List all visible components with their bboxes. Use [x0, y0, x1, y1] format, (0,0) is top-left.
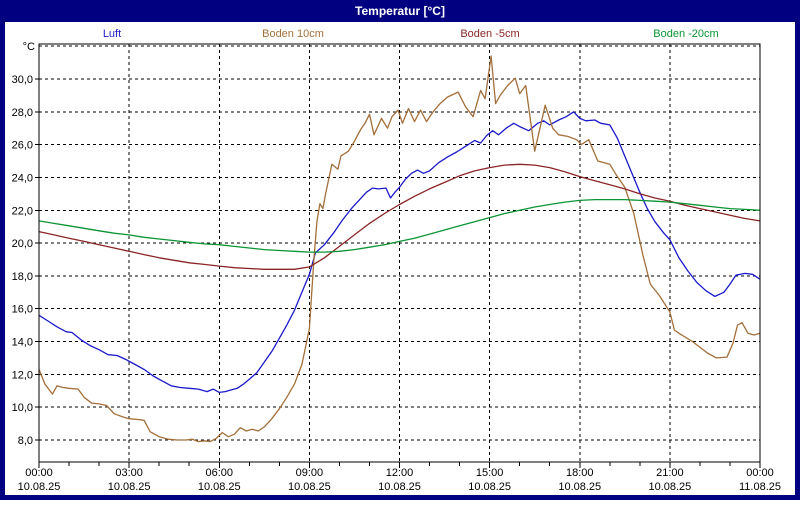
- y-tick-label: 18,0: [12, 271, 33, 283]
- legend-item-luft: Luft: [103, 28, 121, 40]
- x-tick-date-label: 10.08.25: [558, 481, 601, 493]
- x-tick-time-label: 21:00: [656, 467, 684, 479]
- y-tick-label: 12,0: [12, 369, 33, 381]
- legend: Luft Boden 10cm Boden -5cm Boden -20cm: [103, 28, 719, 40]
- x-tick-time-label: 12:00: [386, 467, 414, 479]
- x-tick-date-label: 10.08.25: [288, 481, 331, 493]
- x-tick-date-label: 10.08.25: [648, 481, 691, 493]
- x-tick-time-label: 09:00: [296, 467, 324, 479]
- label-layer: 30,0 28,0 26,0 24,0 22,0 20,0 18,0 16,0 14,0 12,0…: [12, 41, 781, 493]
- x-tick-date-label: 10.08.25: [378, 481, 421, 493]
- x-tick-time-label: 15:00: [476, 467, 504, 479]
- page-title: Temperatur [°C]: [355, 4, 445, 18]
- series-line-boden-20cm: [38, 198, 761, 253]
- series-layer: [38, 55, 761, 443]
- y-tick-label: 22,0: [12, 205, 33, 217]
- legend-item-boden-10cm: Boden 10cm: [262, 28, 324, 40]
- y-tick-label: 26,0: [12, 140, 33, 152]
- y-tick-label: 16,0: [12, 304, 33, 316]
- y-tick-label: 14,0: [12, 337, 33, 349]
- legend-item-boden-minus5cm: Boden -5cm: [460, 28, 519, 40]
- x-tick-time-label: 06:00: [205, 467, 233, 479]
- y-tick-label: 24,0: [12, 172, 33, 184]
- x-tick-date-label: 10.08.25: [198, 481, 241, 493]
- x-tick-date-label: 11.08.25: [739, 481, 781, 493]
- axis-layer: [35, 43, 761, 468]
- x-tick-time-label: 00:00: [25, 467, 53, 479]
- y-tick-label: 28,0: [12, 107, 33, 119]
- series-line-boden-10cm: [38, 55, 761, 443]
- y-tick-label: 8,0: [18, 435, 33, 447]
- y-tick-label: 20,0: [12, 238, 33, 250]
- x-tick-time-label: 03:00: [115, 467, 143, 479]
- legend-item-boden-minus20cm: Boden -20cm: [653, 28, 718, 40]
- x-tick-date-label: 10.08.25: [18, 481, 61, 493]
- x-tick-date-label: 10.08.25: [468, 481, 511, 493]
- y-axis-unit-label: °C: [23, 41, 35, 53]
- y-tick-label: 30,0: [12, 74, 33, 86]
- x-tick-time-label: 18:00: [566, 467, 594, 479]
- x-tick-date-label: 10.08.25: [108, 481, 151, 493]
- x-tick-time-label: 00:00: [746, 467, 774, 479]
- series-line-luft: [38, 111, 761, 394]
- y-tick-label: 10,0: [12, 402, 33, 414]
- series-line-boden-5cm: [38, 163, 761, 270]
